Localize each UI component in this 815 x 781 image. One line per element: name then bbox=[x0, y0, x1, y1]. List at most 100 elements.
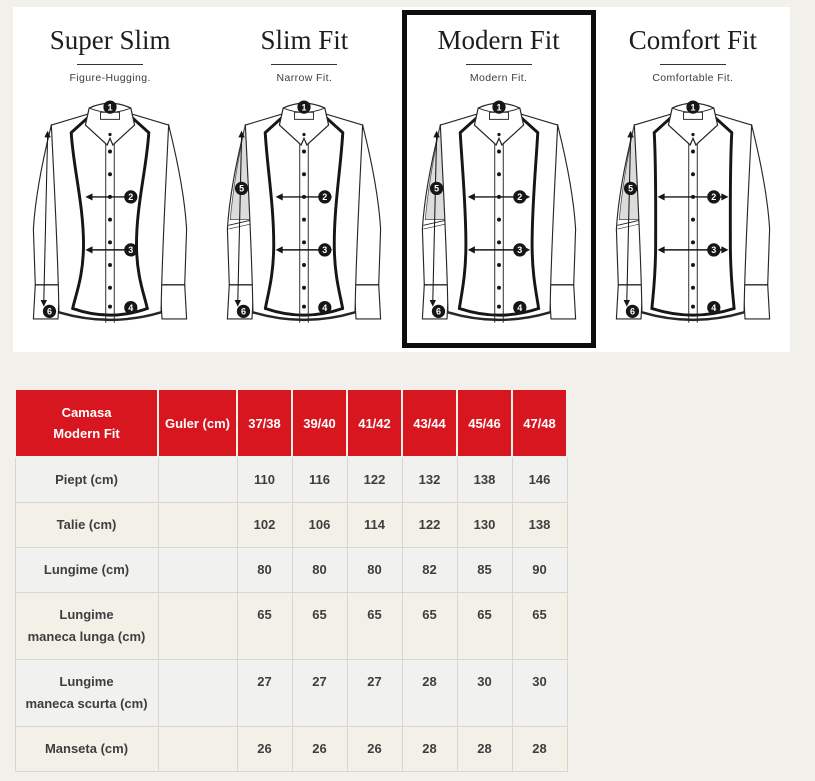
cell-value: 138 bbox=[456, 456, 513, 503]
cell-value: 122 bbox=[401, 502, 458, 548]
fit-option-modern-fit[interactable]: Modern Fit Modern Fit. 1 2 3 4 5 6 bbox=[401, 10, 596, 348]
cell-value: 26 bbox=[236, 726, 293, 772]
table-title-cell: Camasa Modern Fit bbox=[14, 388, 159, 458]
svg-text:6: 6 bbox=[47, 307, 52, 317]
cell-value: 80 bbox=[346, 547, 403, 593]
svg-text:3: 3 bbox=[128, 245, 133, 255]
title-underline bbox=[271, 63, 338, 65]
measure-badge-6: 6 bbox=[431, 304, 445, 319]
svg-text:2: 2 bbox=[323, 192, 328, 202]
svg-text:3: 3 bbox=[323, 245, 328, 255]
size-table-header-row: Camasa Modern Fit Guler (cm) 37/38 39/40 41/… bbox=[14, 388, 568, 458]
cell-value: 30 bbox=[456, 659, 513, 727]
cell-value: 146 bbox=[511, 456, 568, 503]
size-table-row: Lungime maneca lunga (cm) 65 65 65 65 65 65 bbox=[14, 592, 568, 660]
measure-badge-4: 4 bbox=[318, 301, 332, 315]
right-cuff bbox=[742, 284, 771, 320]
measure-badge-6: 6 bbox=[625, 304, 639, 319]
svg-text:2: 2 bbox=[711, 192, 716, 202]
svg-text:1: 1 bbox=[108, 102, 113, 112]
fit-subtitle: Figure-Hugging. bbox=[69, 71, 151, 84]
svg-text:3: 3 bbox=[711, 245, 716, 255]
measure-badge-3: 3 bbox=[512, 243, 527, 257]
svg-text:5: 5 bbox=[628, 184, 633, 194]
cell-guler bbox=[157, 726, 238, 772]
shirt-diagram-super-slim: 1 2 3 4 6 bbox=[32, 100, 188, 323]
fit-silhouette-hem bbox=[71, 307, 149, 317]
svg-text:5: 5 bbox=[434, 184, 439, 194]
row-label: Piept (cm) bbox=[14, 456, 159, 503]
cell-value: 122 bbox=[346, 456, 403, 503]
hem-line bbox=[58, 311, 162, 322]
shirt-diagram-slim-fit: 1 2 3 4 5 6 bbox=[227, 100, 382, 323]
cell-value: 130 bbox=[456, 502, 513, 548]
right-cuff bbox=[548, 284, 576, 320]
svg-text:6: 6 bbox=[630, 307, 635, 317]
collar bbox=[84, 102, 136, 147]
size-table-row: Lungime (cm) 80 80 80 82 85 90 bbox=[14, 547, 568, 593]
cell-value: 82 bbox=[401, 547, 458, 593]
measure-badge-6: 6 bbox=[42, 304, 57, 319]
svg-text:4: 4 bbox=[517, 303, 522, 313]
cell-value: 27 bbox=[236, 659, 293, 727]
measure-badge-5: 5 bbox=[235, 181, 249, 196]
cell-value: 80 bbox=[291, 547, 348, 593]
cell-value: 114 bbox=[346, 502, 403, 548]
shirt-diagram-modern-fit: 1 2 3 4 5 6 bbox=[421, 100, 576, 323]
measure-badge-2: 2 bbox=[707, 190, 721, 204]
size-table: Camasa Modern Fit Guler (cm) 37/38 39/40 41/… bbox=[14, 388, 568, 772]
row-label: Talie (cm) bbox=[14, 502, 159, 548]
cell-value: 65 bbox=[456, 592, 513, 660]
fit-title: Super Slim bbox=[49, 25, 171, 55]
svg-text:6: 6 bbox=[241, 307, 246, 317]
cell-value: 110 bbox=[236, 456, 293, 503]
fit-silhouette-right bbox=[128, 114, 151, 311]
fit-silhouette-hem bbox=[650, 307, 736, 317]
cell-guler bbox=[157, 456, 238, 503]
cell-value: 65 bbox=[401, 592, 458, 660]
column-header-size-41-42: 41/42 bbox=[346, 388, 403, 458]
svg-text:5: 5 bbox=[239, 184, 244, 194]
svg-text:1: 1 bbox=[496, 102, 501, 112]
measure-badge-4: 4 bbox=[512, 301, 527, 315]
measure-badge-4: 4 bbox=[707, 301, 721, 315]
measure-badge-3: 3 bbox=[318, 243, 332, 257]
fit-option-slim-fit[interactable]: Slim Fit Narrow Fit. 1 2 3 4 5 6 bbox=[207, 10, 401, 348]
fit-silhouette-left bbox=[457, 114, 481, 311]
column-header-size-43-44: 43/44 bbox=[401, 388, 458, 458]
measure-badge-1: 1 bbox=[103, 100, 117, 114]
fit-option-comfort-fit[interactable]: Comfort Fit Comfortable Fit. 1 2 3 4 5 6 bbox=[596, 10, 790, 348]
shirt-diagram-holder: 1 2 3 4 6 bbox=[20, 83, 200, 340]
fit-silhouette-right bbox=[322, 114, 345, 311]
shirt-diagram-holder: 1 2 3 4 5 6 bbox=[603, 83, 783, 340]
fit-silhouette-left bbox=[650, 114, 675, 311]
cell-value: 26 bbox=[291, 726, 348, 772]
cell-value: 65 bbox=[236, 592, 293, 660]
size-table-row: Talie (cm) 102 106 114 122 130 138 bbox=[14, 502, 568, 548]
fit-title: Slim Fit bbox=[260, 25, 349, 55]
measure-badge-3: 3 bbox=[707, 243, 721, 257]
row-label: Lungime (cm) bbox=[14, 547, 159, 593]
cell-value: 28 bbox=[511, 726, 568, 772]
right-cuff bbox=[353, 284, 382, 320]
measure-badge-1: 1 bbox=[686, 100, 700, 114]
hem-line bbox=[252, 311, 356, 322]
fit-option-super-slim[interactable]: Super Slim Figure-Hugging. 1 2 3 4 6 bbox=[13, 10, 207, 348]
svg-text:3: 3 bbox=[517, 245, 522, 255]
size-table-row: Piept (cm) 110 116 122 132 138 146 bbox=[14, 456, 568, 503]
hem-line bbox=[447, 311, 551, 322]
shirt-diagram-comfort-fit: 1 2 3 4 5 6 bbox=[615, 100, 771, 323]
cell-value: 27 bbox=[291, 659, 348, 727]
column-header-size-47-48: 47/48 bbox=[511, 388, 568, 458]
svg-text:1: 1 bbox=[302, 102, 307, 112]
cell-value: 106 bbox=[291, 502, 348, 548]
svg-text:4: 4 bbox=[128, 303, 133, 313]
row-label: Lungime maneca lunga (cm) bbox=[14, 592, 159, 660]
collar bbox=[279, 102, 330, 147]
title-underline bbox=[465, 63, 532, 65]
column-header-guler: Guler (cm) bbox=[157, 388, 238, 458]
fit-subtitle: Comfortable Fit. bbox=[652, 71, 734, 84]
cell-value: 65 bbox=[291, 592, 348, 660]
cell-value: 28 bbox=[456, 726, 513, 772]
cell-value: 65 bbox=[346, 592, 403, 660]
